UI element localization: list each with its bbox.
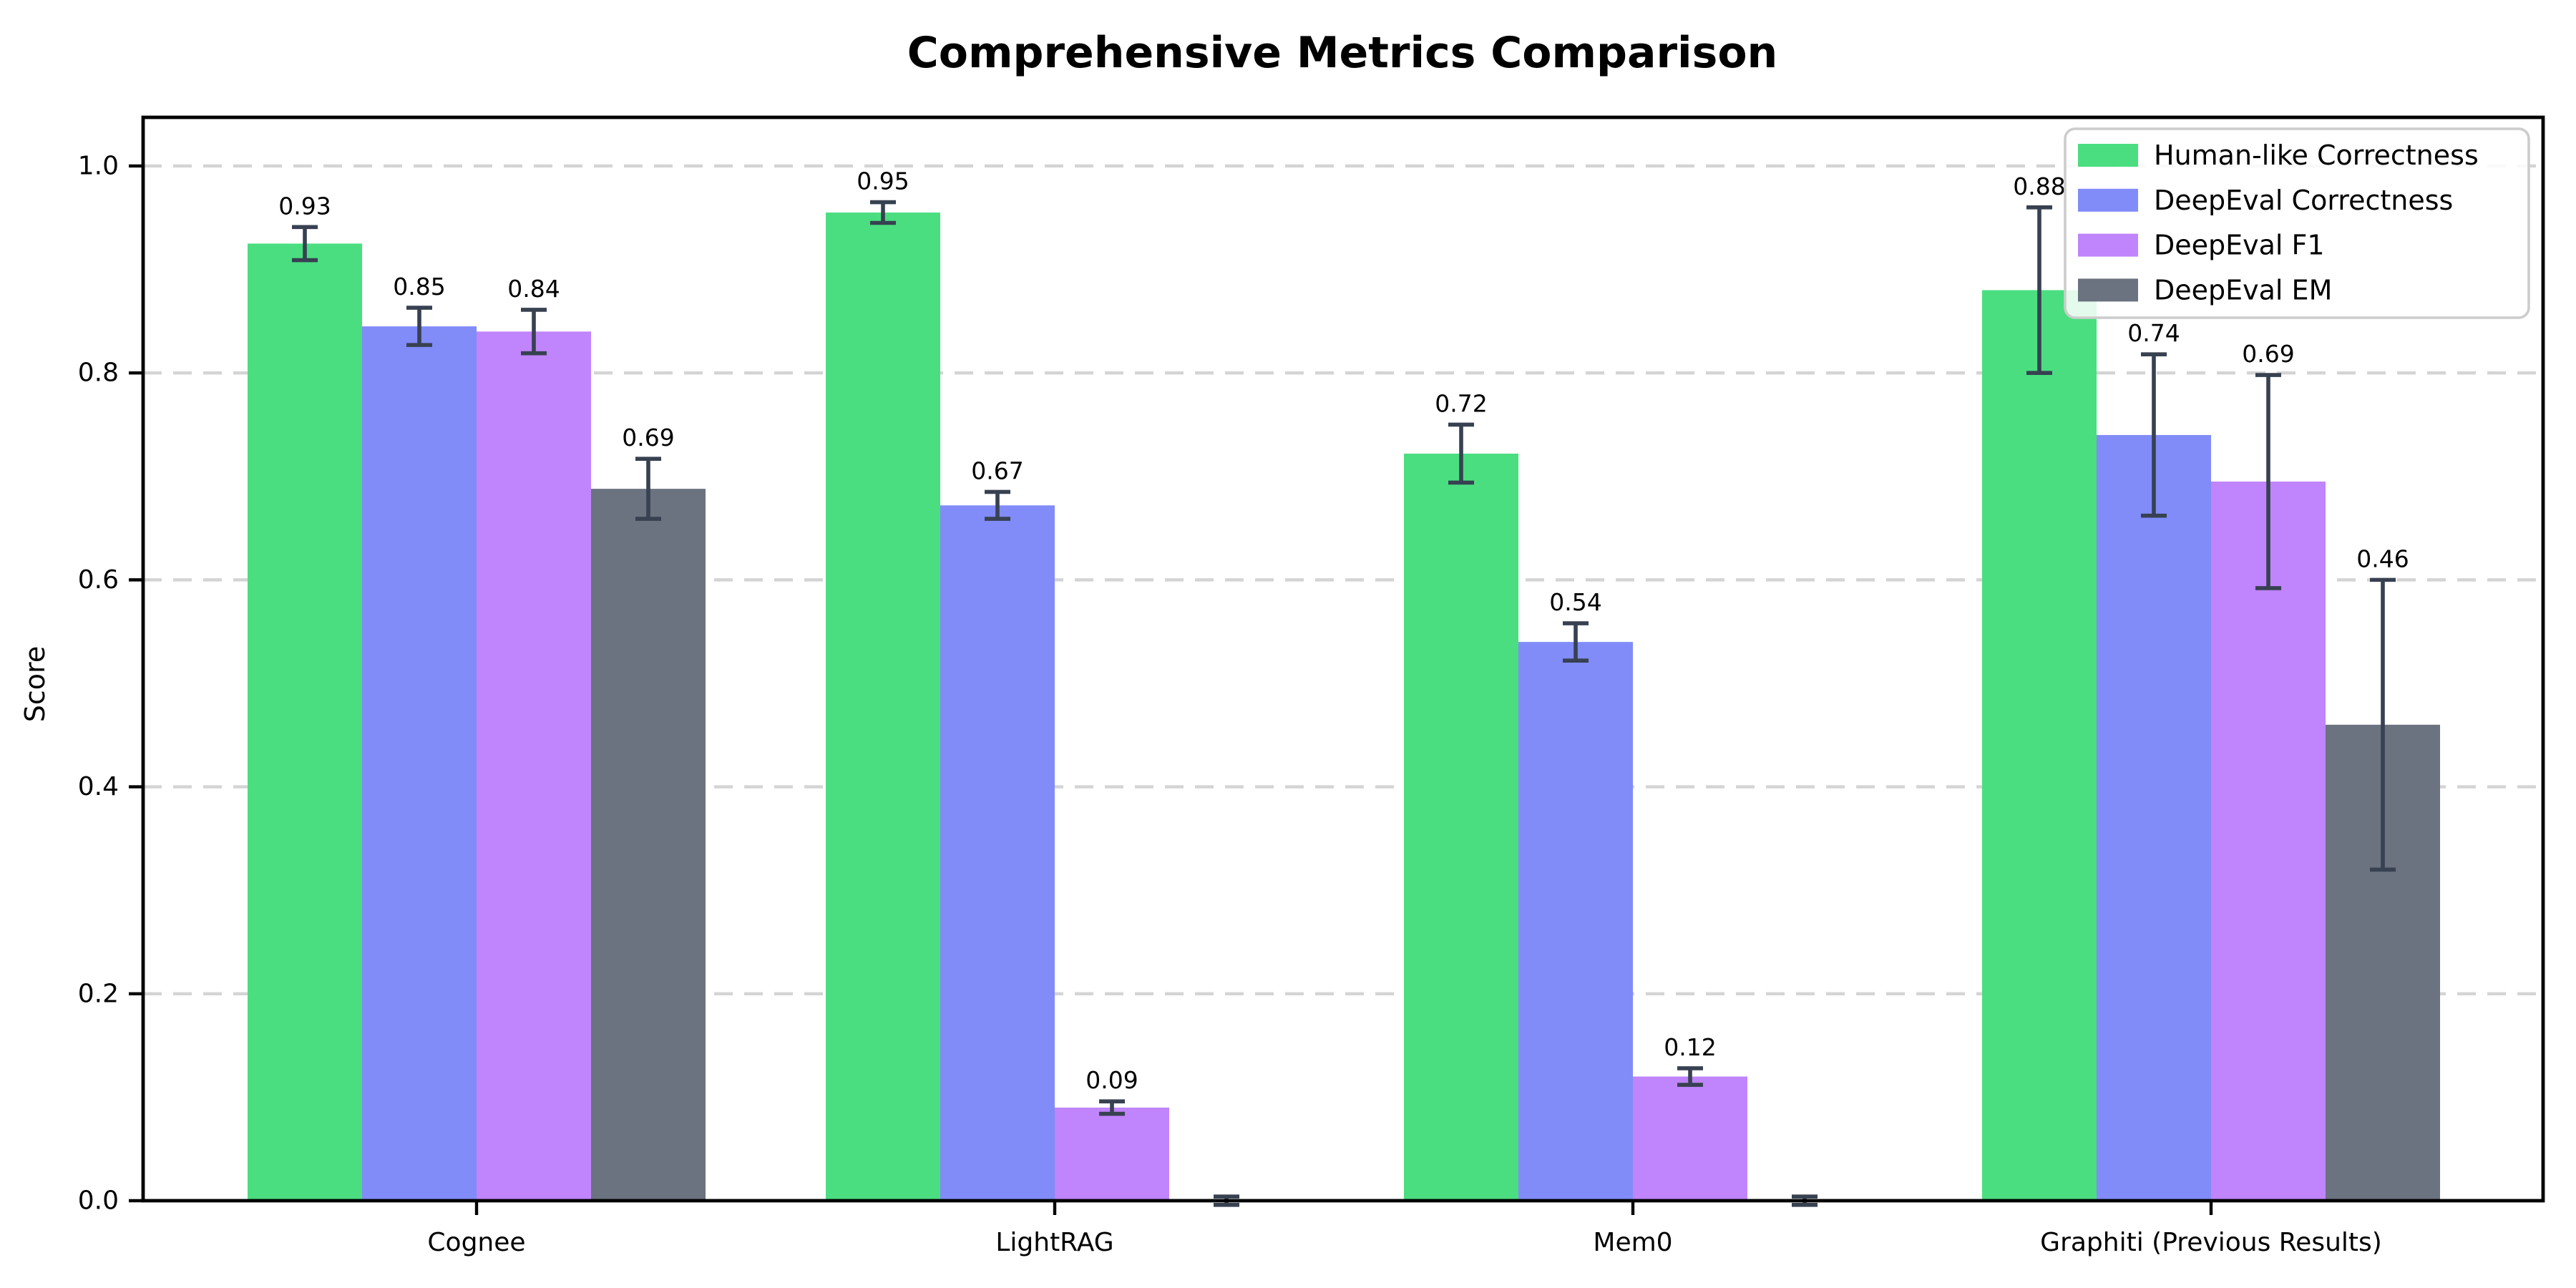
error-bar (292, 225, 318, 263)
legend-swatch-human-like-correctness (2078, 144, 2138, 167)
bar-deepeval-correctness-0 (362, 326, 477, 1201)
legend-swatch-deepeval-f1 (2078, 233, 2138, 257)
bar-value-label: 0.72 (1435, 389, 1487, 417)
x-tick-label: Graphiti (Previous Results) (2040, 1228, 2382, 1257)
bar-deepeval-f1-2 (1633, 1076, 1747, 1201)
error-bar (2255, 373, 2281, 590)
legend-item-label: DeepEval Correctness (2154, 185, 2453, 216)
legend-swatch-deepeval-em (2078, 278, 2138, 302)
chart-title: Comprehensive Metrics Comparison (907, 28, 1778, 78)
bar-value-label: 0.12 (1664, 1033, 1716, 1061)
bar-deepeval-em-0 (591, 489, 706, 1201)
bar-value-label: 0.69 (622, 424, 674, 452)
error-bar (406, 306, 432, 347)
legend: Human-like Correctness DeepEval Correctne… (2064, 127, 2530, 319)
axes-box (141, 115, 2545, 1203)
value-labels: 0.93 0.95 0.72 0.88 0.85 0.67 0.54 0.74 0.84 0.09… (278, 167, 2409, 1095)
bar-value-label: 0.85 (393, 273, 445, 301)
tick-labels: 0.0 0.2 0.4 0.6 0.8 1.0 Cognee LightRAG Mem0 Grap… (78, 151, 2382, 1257)
bar-deepeval-f1-0 (477, 331, 591, 1201)
error-bar (1563, 621, 1589, 663)
bar-value-label: 0.95 (857, 167, 909, 195)
bar-deepeval-f1-3 (2211, 482, 2326, 1201)
error-bar (2141, 352, 2167, 518)
y-tick-label: 0.0 (78, 1186, 119, 1216)
bar-deepeval-f1-1 (1055, 1107, 1169, 1201)
bar-value-label: 0.69 (2242, 340, 2294, 368)
y-tick-label: 1.0 (78, 151, 119, 180)
legend-item-label: DeepEval F1 (2154, 230, 2325, 261)
y-tick-label: 0.4 (78, 772, 119, 801)
error-bar (1448, 422, 1474, 485)
bar-deepeval-correctness-3 (2097, 434, 2211, 1201)
error-bar (870, 200, 896, 225)
legend-box (2064, 127, 2530, 319)
bars (248, 213, 2440, 1201)
bar-human-like-correctness-2 (1404, 453, 1518, 1201)
x-tick-label: Cognee (427, 1228, 525, 1257)
x-tick-label: LightRAG (995, 1228, 1113, 1257)
error-bar (521, 308, 547, 356)
error-bar (2370, 577, 2396, 872)
error-bar (1099, 1099, 1125, 1116)
y-axis-label: Score (19, 646, 51, 722)
bar-deepeval-correctness-2 (1518, 642, 1633, 1201)
error-bar (2026, 205, 2052, 375)
bar-value-label: 0.84 (507, 275, 560, 303)
error-bar (985, 489, 1010, 521)
x-tick-label: Mem0 (1593, 1228, 1672, 1257)
bar-human-like-correctness-1 (826, 213, 940, 1201)
bar-deepeval-correctness-1 (940, 505, 1055, 1201)
bar-value-label: 0.74 (2127, 319, 2180, 347)
bar-value-label: 0.46 (2356, 545, 2409, 572)
error-bars (292, 200, 2396, 1207)
y-tick-label: 0.2 (78, 979, 119, 1008)
legend-item-label: DeepEval EM (2154, 274, 2332, 306)
error-bar (1677, 1066, 1703, 1087)
bar-value-label: 0.88 (2013, 172, 2065, 200)
legend-swatch-deepeval-correctness (2078, 188, 2138, 212)
y-tick-label: 0.8 (78, 358, 119, 388)
plot-border (141, 115, 2545, 1203)
error-bar (635, 457, 661, 521)
bar-human-like-correctness-3 (1982, 290, 2097, 1201)
legend-item-label: Human-like Correctness (2154, 140, 2479, 171)
bar-value-label: 0.09 (1085, 1066, 1138, 1094)
bar-value-label: 0.93 (278, 192, 331, 220)
bar-value-label: 0.67 (971, 457, 1023, 484)
bar-human-like-correctness-0 (248, 243, 362, 1201)
y-tick-label: 0.6 (78, 565, 119, 595)
bar-value-label: 0.54 (1549, 588, 1601, 616)
